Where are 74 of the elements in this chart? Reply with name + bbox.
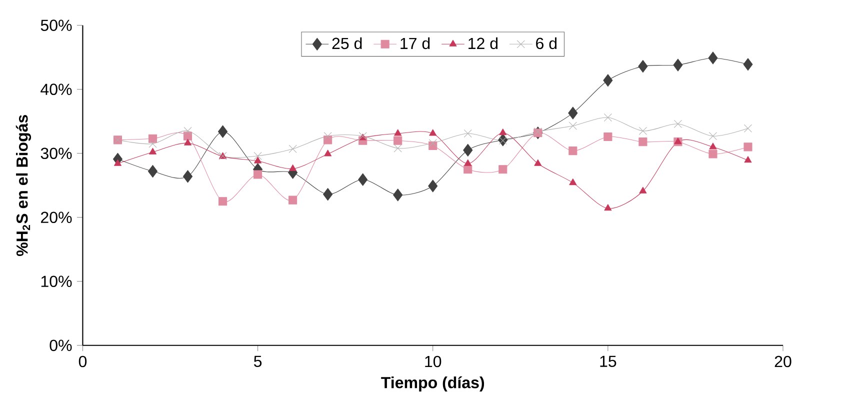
point [394,136,402,145]
point [148,140,157,148]
point [603,74,613,87]
x-tick-label: 20 [774,356,792,368]
point [638,60,648,72]
point [428,180,438,192]
point [534,159,542,166]
point [358,173,368,186]
point [673,58,683,72]
point [674,120,682,128]
point [568,146,578,155]
point [708,132,718,140]
point [148,164,158,178]
legend-label: 17 d [400,37,430,49]
point [148,134,158,143]
legend-label: 6 d [536,37,556,49]
y-axis-title: %H$_{2}$S en el Biogás [16,114,32,256]
legend-label: 12 d [468,37,498,49]
point [638,137,648,146]
point [604,132,612,141]
point [568,122,577,130]
point [708,52,718,64]
x-tick-label: 5 [254,356,262,367]
point [254,170,262,179]
point [604,204,612,211]
point [639,186,647,194]
y-tick-label: 10% [41,276,72,287]
point [289,164,297,171]
point [323,188,333,200]
point [499,128,507,136]
point [393,188,403,202]
point [743,58,753,71]
point [638,126,647,135]
y-tick-label: 50% [40,20,72,31]
point [569,178,577,185]
point [218,125,228,138]
y-tick-label: 20% [41,212,72,223]
point [324,132,332,140]
point [568,106,578,120]
x-axis-title: Tiempo (días) [381,376,484,392]
point [394,129,402,136]
point [429,129,437,136]
point [498,136,507,144]
point [464,129,472,138]
point [183,132,192,140]
x-tick-label: 10 [425,356,442,368]
point [744,156,752,163]
point [254,156,262,164]
legend-label: 25 d [332,37,362,49]
point [288,144,297,153]
point [288,196,298,204]
point [463,144,473,156]
point [184,138,192,146]
point [324,150,332,156]
point [744,124,752,132]
y-tick-label: 0% [50,340,72,351]
y-tick-label: 40% [40,84,72,95]
point [709,142,717,150]
x-tick-label: 15 [600,356,616,367]
point [744,142,752,152]
point [149,148,156,154]
point [498,164,508,174]
point [218,196,228,206]
point [114,159,122,166]
point [604,113,612,122]
point [394,144,402,152]
x-tick-label: 0 [78,356,87,368]
point [254,152,262,160]
point [184,126,192,135]
y-tick-label: 30% [40,148,72,159]
point [182,170,193,183]
point [708,150,718,158]
point [464,159,472,166]
point [428,138,437,148]
